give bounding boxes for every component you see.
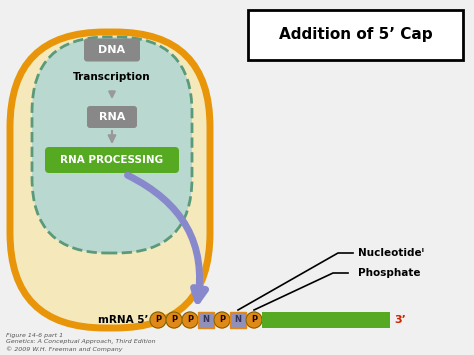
Text: 3’: 3’ xyxy=(394,315,406,325)
FancyBboxPatch shape xyxy=(84,38,140,61)
Text: mRNA 5’: mRNA 5’ xyxy=(98,315,148,325)
FancyBboxPatch shape xyxy=(248,10,463,60)
Text: Nucleotideᴵ: Nucleotideᴵ xyxy=(358,248,424,258)
Text: RNA: RNA xyxy=(99,112,125,122)
Circle shape xyxy=(246,312,262,328)
Text: Transcription: Transcription xyxy=(73,72,151,82)
Text: © 2009 W.H. Freeman and Company: © 2009 W.H. Freeman and Company xyxy=(6,346,122,352)
Text: P: P xyxy=(251,316,257,324)
FancyBboxPatch shape xyxy=(262,312,390,328)
Circle shape xyxy=(166,312,182,328)
Text: P: P xyxy=(171,316,177,324)
Text: Figure 14-6 part 1: Figure 14-6 part 1 xyxy=(6,333,63,338)
Circle shape xyxy=(182,312,198,328)
Text: N: N xyxy=(235,316,241,324)
FancyBboxPatch shape xyxy=(10,32,210,328)
FancyBboxPatch shape xyxy=(198,312,214,328)
Text: RNA PROCESSING: RNA PROCESSING xyxy=(61,155,164,165)
Text: P: P xyxy=(155,316,161,324)
Text: N: N xyxy=(202,316,210,324)
Text: DNA: DNA xyxy=(99,45,126,55)
Text: Addition of 5’ Cap: Addition of 5’ Cap xyxy=(279,27,432,43)
Text: Phosphate: Phosphate xyxy=(358,268,420,278)
Text: P: P xyxy=(187,316,193,324)
Circle shape xyxy=(214,312,230,328)
FancyBboxPatch shape xyxy=(32,37,192,253)
Text: Genetics: A Conceptual Approach, Third Edition: Genetics: A Conceptual Approach, Third E… xyxy=(6,339,155,344)
Circle shape xyxy=(150,312,166,328)
FancyBboxPatch shape xyxy=(45,147,179,173)
FancyBboxPatch shape xyxy=(87,106,137,128)
Text: P: P xyxy=(219,316,225,324)
FancyBboxPatch shape xyxy=(230,312,246,328)
